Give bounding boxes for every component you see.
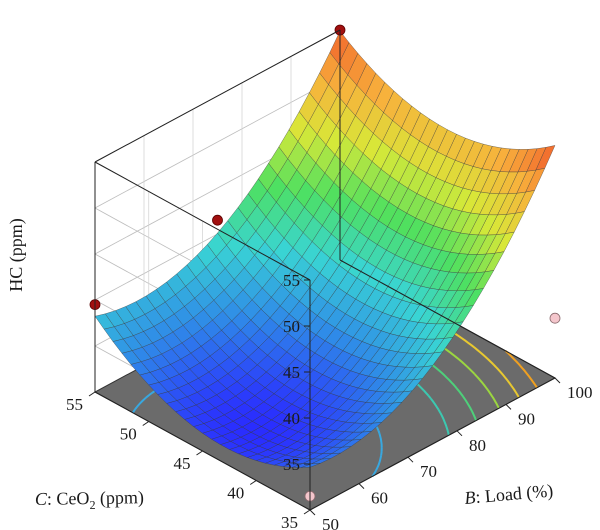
y-tick <box>142 421 150 426</box>
x-axis-label-var: B <box>464 487 477 508</box>
y-tick <box>303 509 311 515</box>
design-point <box>549 312 561 324</box>
x-tick-label: 60 <box>371 489 388 508</box>
y-tick <box>196 450 203 456</box>
x-tick <box>358 483 365 489</box>
x-tick <box>407 456 414 463</box>
x-tick <box>456 430 463 437</box>
y-axis-label-rest: (ppm) <box>95 487 144 509</box>
x-tick <box>554 377 561 384</box>
x-tick <box>309 509 316 516</box>
x-axis-label-rest: : Load (%) <box>475 480 555 508</box>
y-tick-label: 55 <box>66 395 83 414</box>
design-point <box>212 214 223 226</box>
y-tick-label: 50 <box>120 425 137 444</box>
y-axis-label-mid: : CeO <box>47 488 90 509</box>
z-tick-label: 35 <box>283 455 300 474</box>
x-tick <box>505 404 512 410</box>
y-axis-label-sub: 2 <box>89 498 95 512</box>
y-tick <box>249 480 257 485</box>
z-tick-label: 45 <box>283 363 300 382</box>
x-axis-label: B: Load (%) <box>464 480 554 509</box>
surface-cell <box>94 313 115 330</box>
tick-labels: 35 40 45 50 55 50 60 70 80 90 100 35 40 45 50 55 <box>66 271 593 530</box>
frame-edge <box>94 29 341 163</box>
x-tick-label: 80 <box>469 436 486 455</box>
response-surface <box>94 30 556 468</box>
frame-edge <box>309 377 556 511</box>
y-tick-label: 45 <box>174 454 191 473</box>
grid-line <box>94 75 341 209</box>
z-tick-label: 40 <box>283 409 300 428</box>
z-tick-label: 55 <box>283 271 300 290</box>
x-tick-label: 100 <box>567 383 593 402</box>
y-tick-label: 35 <box>281 513 298 530</box>
x-tick-label: 90 <box>518 409 535 428</box>
z-tick-label: 50 <box>283 317 300 336</box>
y-axis-label: C: CeO2 (ppm) <box>35 487 144 513</box>
x-tick-label: 50 <box>322 515 339 530</box>
y-tick-label: 40 <box>227 484 244 503</box>
y-axis-label-var: C <box>35 489 48 509</box>
frame-edge <box>339 259 556 379</box>
z-axis-label: HC (ppm) <box>6 218 27 292</box>
y-tick <box>88 391 96 397</box>
x-tick-label: 70 <box>420 462 437 481</box>
axis-frame <box>94 29 556 511</box>
frame-edge <box>94 161 311 281</box>
